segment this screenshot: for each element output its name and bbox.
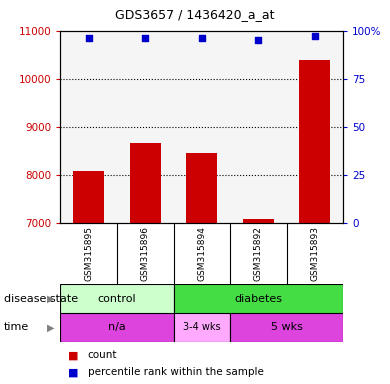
Bar <box>130 142 161 223</box>
Text: time: time <box>4 322 29 333</box>
Bar <box>230 313 343 342</box>
Text: percentile rank within the sample: percentile rank within the sample <box>88 367 264 377</box>
Text: n/a: n/a <box>108 322 126 333</box>
Point <box>199 35 205 41</box>
Point <box>142 35 148 41</box>
Bar <box>60 284 174 313</box>
Bar <box>60 313 174 342</box>
Text: disease state: disease state <box>4 293 78 304</box>
Bar <box>174 313 230 342</box>
Bar <box>186 153 217 223</box>
Point <box>312 33 318 40</box>
Point <box>86 35 92 41</box>
Text: GSM315895: GSM315895 <box>84 226 93 281</box>
Bar <box>243 219 274 223</box>
Text: ▶: ▶ <box>47 322 55 333</box>
Text: ▶: ▶ <box>47 293 55 304</box>
Text: 3-4 wks: 3-4 wks <box>183 322 221 333</box>
Text: 5 wks: 5 wks <box>271 322 303 333</box>
Text: GSM315894: GSM315894 <box>197 226 206 281</box>
Bar <box>300 60 330 223</box>
Bar <box>73 171 104 223</box>
Text: GSM315896: GSM315896 <box>141 226 150 281</box>
Bar <box>174 284 343 313</box>
Point <box>255 37 261 43</box>
Text: GSM315892: GSM315892 <box>254 226 263 281</box>
Text: ■: ■ <box>68 350 79 360</box>
Text: ■: ■ <box>68 367 79 377</box>
Text: count: count <box>88 350 117 360</box>
Text: GSM315893: GSM315893 <box>310 226 319 281</box>
Text: diabetes: diabetes <box>234 293 282 304</box>
Text: control: control <box>98 293 136 304</box>
Text: GDS3657 / 1436420_a_at: GDS3657 / 1436420_a_at <box>115 8 275 21</box>
